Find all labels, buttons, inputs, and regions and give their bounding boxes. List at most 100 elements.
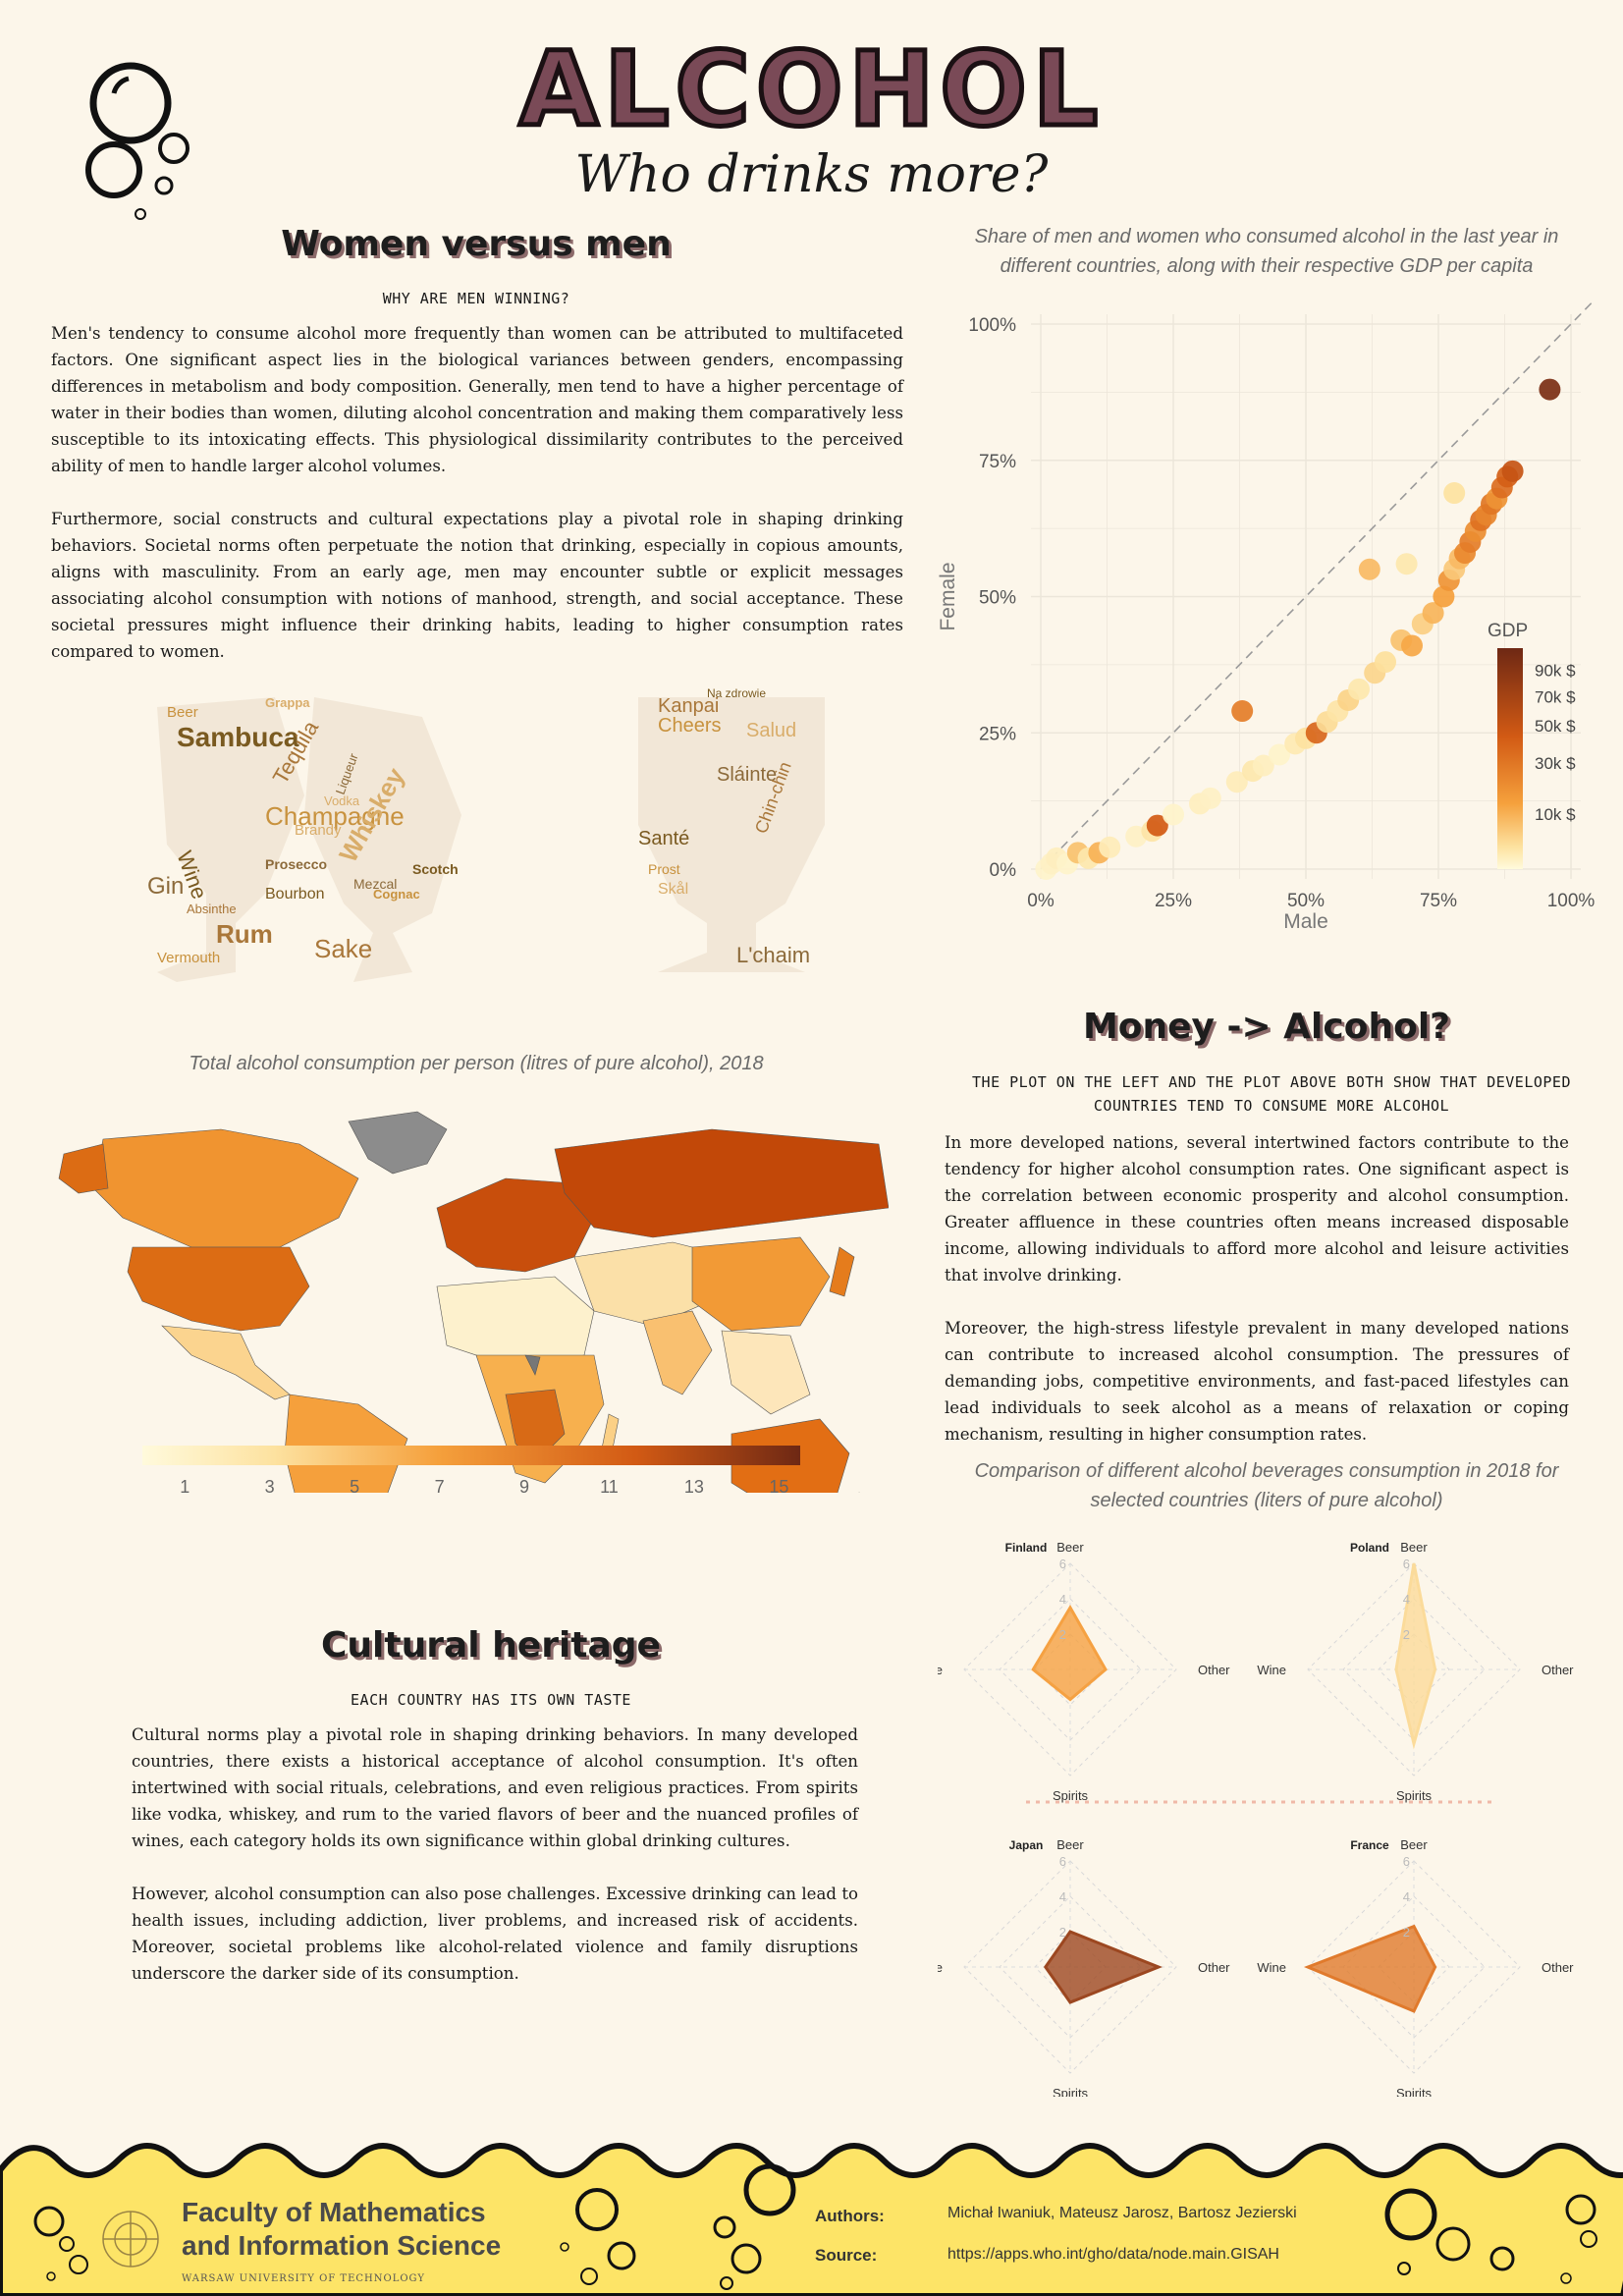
word-cloud-word: Cognac xyxy=(373,887,420,902)
x-axis-label: Male xyxy=(1283,910,1328,933)
x-tick-label: 0% xyxy=(1027,891,1055,911)
scatter-point xyxy=(1401,634,1423,657)
word-cloud-word: Mezcal xyxy=(353,876,397,892)
radar-ring-label: 6 xyxy=(1403,1854,1410,1869)
paragraph: However, alcohol consumption can also po… xyxy=(132,1885,858,1983)
authors-value: Michał Iwaniuk, Mateusz Jarosz, Bartosz … xyxy=(947,2205,1297,2221)
radar-axis-label: Beer xyxy=(1056,1837,1084,1852)
colorbar-tick-label: 5 xyxy=(350,1477,359,1497)
radar-ring-label: 2 xyxy=(1403,1925,1410,1940)
word-cloud-word: Bourbon xyxy=(265,886,325,902)
scatter-point xyxy=(1501,460,1524,482)
scatter-point xyxy=(1348,678,1370,700)
radar-shape xyxy=(1303,1924,1437,2013)
word-cloud-word: Brandy xyxy=(295,822,342,839)
radar-axis-label: Wine xyxy=(1257,1960,1286,1975)
money-heading: Money -> Alcohol? xyxy=(1082,1007,1451,1047)
word-cloud-word: Santé xyxy=(638,828,689,849)
word-cloud-word: Vodka xyxy=(324,793,360,808)
radar-shape xyxy=(1031,1605,1108,1702)
map-colorbar: 1 3 5 7 9 11 13 15 xyxy=(142,1446,800,1497)
gdp-scatter-chart: 0% 25% 50% 75% 100% 0% 25% 50% 75% 100% Male Female… xyxy=(937,301,1596,933)
bubbles-icon xyxy=(85,62,189,220)
faculty-name: Faculty of Mathematics and Information S… xyxy=(182,2196,501,2263)
radar-axis-label: Wine xyxy=(938,1663,943,1677)
colorbar-tick-label: 1 xyxy=(180,1477,189,1497)
radar-ring-label: 2 xyxy=(1059,1925,1066,1940)
colorbar-gradient xyxy=(142,1446,800,1465)
x-tick-label: 100% xyxy=(1547,891,1596,911)
word-cloud-word: Scotch xyxy=(412,861,459,877)
radar-ring-label: 4 xyxy=(1059,1889,1066,1904)
radar-country-label: France xyxy=(1350,1838,1389,1852)
legend-tick-label: 30k $ xyxy=(1535,754,1576,773)
cultural-heading: Cultural heritage xyxy=(321,1625,661,1666)
scatter-point xyxy=(1422,602,1444,625)
radar-ring-label: 2 xyxy=(1403,1627,1410,1642)
legend-tick-label: 70k $ xyxy=(1535,688,1576,707)
radar-axis-label: Wine xyxy=(1257,1663,1286,1677)
radar-japan: Japan 2 4 6 Beer Other Spirits Wine xyxy=(938,1837,1230,2097)
scatter-point xyxy=(1252,754,1274,777)
page-title: ALCOHOL xyxy=(516,27,1105,152)
y-tick-label: 100% xyxy=(968,315,1016,336)
money-text: In more developed nations, several inter… xyxy=(945,1129,1569,1474)
money-subheading: THE PLOT ON THE LEFT AND THE PLOT ABOVE … xyxy=(972,1073,1571,1115)
radar-finland: Finland 2 4 6 Beer Other Spirits Wine xyxy=(938,1540,1230,1803)
colorbar-tick-label: 11 xyxy=(600,1477,619,1497)
colorbar-tick-label: 7 xyxy=(435,1477,445,1497)
scatter-point xyxy=(1395,553,1418,575)
radar-axis-label: Beer xyxy=(1400,1837,1428,1852)
university-logo-icon xyxy=(102,2211,159,2268)
word-cloud-word: Kanpai xyxy=(658,695,719,717)
page-subtitle: Who drinks more? xyxy=(574,145,1049,204)
word-cloud-word: Salud xyxy=(746,720,796,741)
radar-country-label: Japan xyxy=(1009,1838,1044,1852)
colorbar-tick-label: 3 xyxy=(265,1477,275,1497)
y-tick-label: 75% xyxy=(979,452,1016,472)
word-cloud-word: Prosecco xyxy=(265,856,327,872)
authors-label: Authors: xyxy=(815,2207,885,2225)
radar-axis-label: Other xyxy=(1198,1960,1230,1975)
paragraph: Men's tendency to consume alcohol more f… xyxy=(51,324,903,475)
paragraph: Furthermore, social constructs and cultu… xyxy=(51,510,903,661)
radar-shape xyxy=(1043,1930,1163,2004)
radar-ring-label: 4 xyxy=(1059,1592,1066,1607)
footer-background xyxy=(0,2143,1623,2296)
y-axis-label: Female xyxy=(937,562,959,630)
scatter-point xyxy=(1099,836,1121,858)
source-label: Source: xyxy=(815,2246,878,2265)
radar-ring-label: 6 xyxy=(1059,1854,1066,1869)
radar-axis-label: Beer xyxy=(1400,1540,1428,1555)
legend-colorbar xyxy=(1497,648,1523,869)
scatter-point xyxy=(1146,814,1168,837)
scatter-point xyxy=(1225,771,1248,793)
word-cloud-word: Champagne xyxy=(265,801,405,831)
radar-ring-label: 4 xyxy=(1403,1889,1410,1904)
scatter-point xyxy=(1358,558,1380,580)
radar-title: Comparison of different alcohol beverage… xyxy=(974,1460,1559,1511)
radar-charts: Finland 2 4 6 Beer Other Spirits Wine Poland 2 4 6 B… xyxy=(938,1540,1574,2097)
word-cloud-word: Beer xyxy=(167,704,198,721)
word-cloud-word: Skål xyxy=(658,880,688,898)
source-link[interactable]: https://apps.who.int/gho/data/node.main.… xyxy=(947,2246,1279,2263)
scatter-point xyxy=(1231,700,1254,723)
radar-axis-label: Spirits xyxy=(1396,1788,1433,1803)
legend-tick-label: 90k $ xyxy=(1535,662,1576,681)
radar-axis-label: Wine xyxy=(938,1960,943,1975)
map-title: Total alcohol consumption per person (li… xyxy=(189,1053,764,1074)
radar-country-label: Finland xyxy=(1005,1541,1048,1555)
y-tick-label: 25% xyxy=(979,724,1016,744)
scatter-point xyxy=(1375,651,1396,674)
y-tick-label: 0% xyxy=(990,860,1017,881)
women-men-text: Men's tendency to consume alcohol more f… xyxy=(51,320,903,691)
glasses-word-cloud: SambucaTequilaChampagneWhiskeyGinWineRum… xyxy=(147,695,461,982)
x-tick-label: 50% xyxy=(1287,891,1325,911)
x-tick-label: 25% xyxy=(1155,891,1192,911)
women-men-heading: Women versus men xyxy=(281,224,672,264)
scatter-point xyxy=(1433,585,1455,608)
radar-axis-label: Spirits xyxy=(1053,2086,1089,2097)
world-map xyxy=(58,1111,889,1493)
radar-axis-label: Beer xyxy=(1056,1540,1084,1555)
word-cloud-word: Rum xyxy=(216,919,273,949)
